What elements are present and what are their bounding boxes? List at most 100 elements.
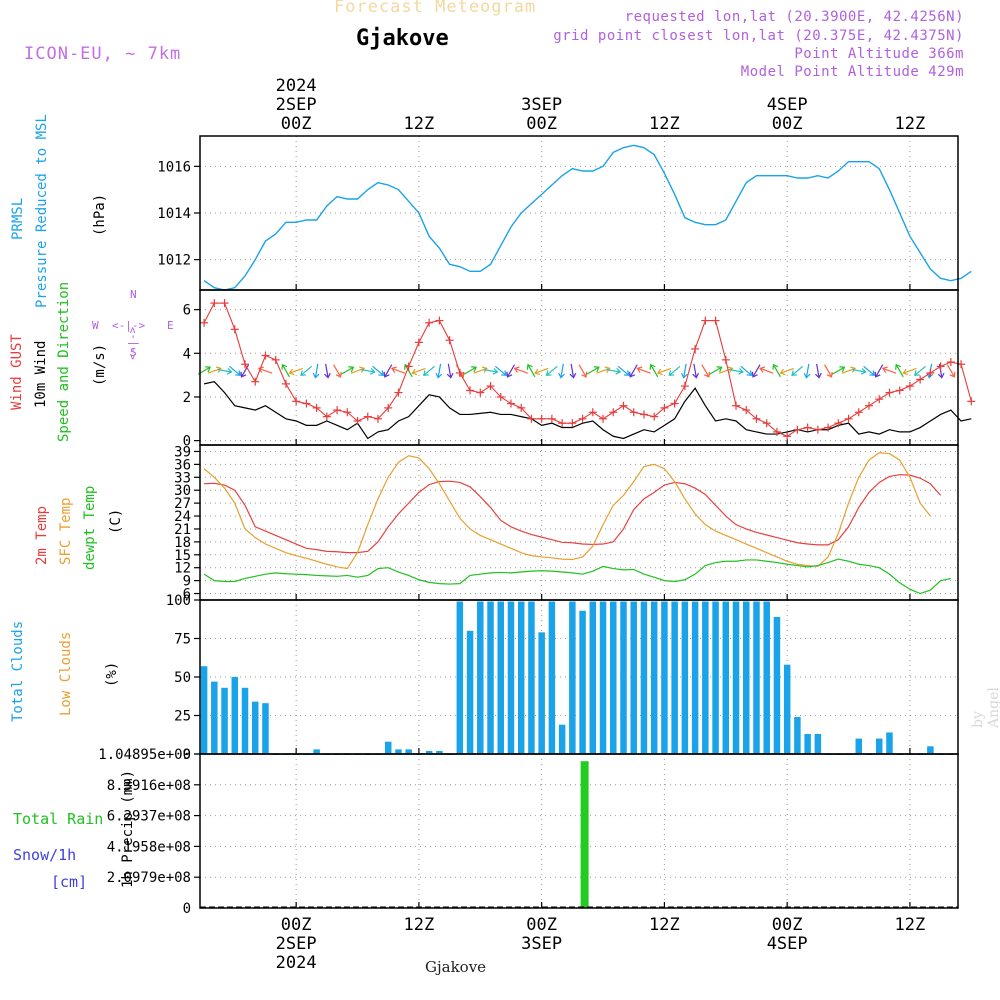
wind-direction-arrow [324, 363, 331, 379]
wind-direction-arrow [300, 365, 313, 376]
cloud-bar [722, 601, 730, 754]
wind-direction-arrow [895, 363, 904, 378]
series-line-10m-wind [203, 381, 972, 440]
wind-direction-arrow [709, 366, 723, 375]
time-label-bottom: 2SEP [276, 934, 317, 954]
cloud-bar [702, 601, 709, 754]
arrow-head [335, 371, 342, 378]
cloud-bar [886, 732, 893, 754]
wind-direction-arrow [513, 366, 528, 374]
cloud-bar [650, 601, 658, 754]
wind-direction-arrow [372, 365, 385, 376]
arrow-shaft [314, 363, 319, 378]
cloud-bar [507, 601, 515, 754]
cloud-bar [405, 749, 412, 754]
y-tick-label: 1.04895e+09 [98, 747, 191, 763]
cloud-bar [732, 601, 740, 754]
wind-direction-arrow [803, 363, 811, 379]
time-label-top: 12Z [895, 114, 926, 134]
cloud-bar [262, 703, 269, 754]
gust-marker [414, 338, 423, 347]
arrow-head [312, 372, 320, 379]
gust-marker [946, 358, 955, 367]
cloud-bar [579, 610, 586, 754]
wind-direction-arrow [914, 365, 926, 376]
arrow-head [636, 366, 643, 373]
gust-marker [241, 360, 250, 369]
gust-marker [506, 399, 515, 408]
arrow-shaft [780, 367, 794, 374]
time-label-bottom: 12Z [404, 915, 435, 935]
time-label-bottom: 3SEP [521, 934, 562, 954]
gust-marker [732, 401, 741, 410]
gust-marker [353, 416, 362, 425]
wind-direction-arrow [483, 367, 499, 375]
wind-direction-arrow [668, 365, 681, 376]
arrow-shaft [946, 364, 955, 378]
compass-n: N [130, 288, 137, 301]
wind-direction-arrow [257, 366, 273, 374]
y-tick-label: 6.2937e+08 [107, 809, 191, 825]
y-tick-label: 1014 [157, 206, 191, 222]
arrow-head [558, 372, 565, 379]
cloud-bar [548, 601, 556, 754]
wind-direction-arrow [680, 363, 688, 379]
gust-marker [322, 412, 331, 421]
wind-direction-arrow [831, 366, 846, 375]
y-tick-label: 2.0979e+08 [107, 870, 191, 886]
arrow-head [649, 363, 656, 370]
gust-marker [251, 377, 260, 386]
arrow-head [390, 366, 397, 373]
arrow-head [772, 363, 779, 370]
gust-marker [936, 362, 945, 371]
arrow-shaft [668, 365, 681, 376]
gust-marker [373, 414, 382, 423]
wind-direction-arrow [333, 364, 342, 378]
arrow-shaft [340, 366, 354, 375]
gust-marker [363, 412, 372, 421]
wind-direction-arrow [288, 367, 303, 376]
gust-marker [537, 414, 546, 423]
arrow-shaft [372, 365, 384, 376]
gust-marker [547, 414, 556, 423]
wind-direction-arrow [534, 367, 549, 376]
cloud-bar [743, 601, 750, 754]
cm-label: [cm] [51, 873, 88, 891]
arrow-shaft [281, 364, 290, 378]
y-tick-label: 4 [183, 346, 191, 362]
wind-direction-arrow [312, 363, 320, 379]
arrow-shaft [863, 365, 875, 376]
arrow-head [506, 371, 513, 378]
cloud-bar [211, 681, 218, 754]
gust-marker [639, 410, 648, 419]
panel-frame [199, 444, 959, 601]
y-tick-label: 4.1958e+08 [107, 839, 191, 855]
arrow-head [759, 366, 766, 373]
arrow-head [826, 371, 833, 378]
arrow-shaft [831, 366, 845, 375]
wind-direction-arrow [946, 364, 956, 378]
arrow-shaft [791, 365, 804, 376]
wind-direction-arrow [545, 365, 558, 376]
cloud-bar [753, 601, 760, 754]
compass-e: E [167, 319, 174, 332]
arrow-head [716, 366, 723, 373]
wind-direction-arrow [863, 365, 876, 376]
gust-marker [824, 423, 833, 432]
gust-marker [680, 382, 689, 391]
series-line-prmsl [203, 144, 972, 291]
wind-direction-arrow [701, 364, 710, 378]
cloud-bar [661, 601, 668, 754]
arrow-head [545, 370, 552, 376]
arrow-head [656, 368, 663, 376]
gust-marker [650, 412, 659, 421]
gust-marker [476, 388, 485, 397]
y-tick-label: 0 [183, 901, 191, 917]
arrow-head [860, 367, 867, 375]
arrow-shaft [258, 367, 273, 374]
arrow-shaft [391, 367, 406, 374]
wind-direction-arrow [649, 363, 659, 378]
gust-marker [854, 408, 863, 417]
grid-point-coords: grid point closest lon,lat (20.375E, 42.… [553, 28, 964, 44]
cloud-bar [712, 601, 719, 754]
